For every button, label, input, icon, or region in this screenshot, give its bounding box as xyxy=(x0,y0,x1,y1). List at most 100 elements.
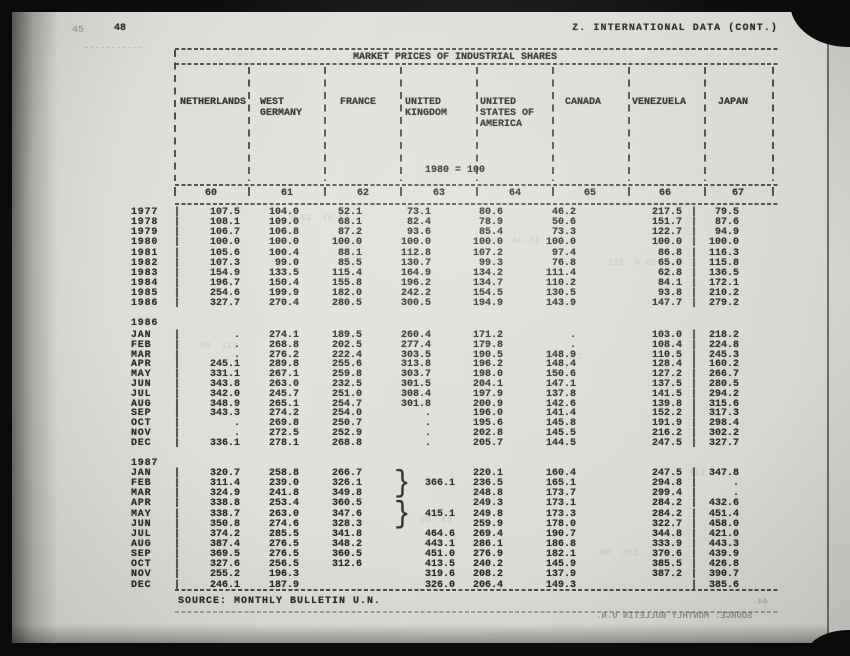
value-cell: 246.1 xyxy=(209,579,240,591)
value-cell: 137.9 xyxy=(545,569,576,581)
value-cell: 239.0 xyxy=(268,478,299,490)
table-row: JAN |. 274.1 189.5 260.4 171.2. 103.0 | 218.2 xyxy=(131,331,739,341)
column-grid-tick xyxy=(772,187,774,196)
value-cell: 415.1 xyxy=(424,508,455,520)
column-separator: | xyxy=(174,288,181,300)
value-cell: 62.8 xyxy=(657,267,682,279)
column-separator: | xyxy=(174,538,181,550)
value-cell: 182.1 xyxy=(545,549,576,561)
period-label: APR xyxy=(131,498,152,510)
table-row: 1981 | 105.6 100.4 88.1 112.8 107.2 97.4 86.8 | 11… xyxy=(131,248,739,259)
value-cell: 369.5 xyxy=(209,549,240,561)
value-cell: 189.5 xyxy=(331,330,362,341)
value-cell: 173.1 xyxy=(545,498,576,510)
period-label: 1982 xyxy=(131,257,159,269)
value-cell: 413.5 xyxy=(424,559,455,571)
value-cell: 298.4 xyxy=(708,418,739,430)
value-cell: 327.6 xyxy=(209,559,240,571)
value-cell: 286.1 xyxy=(472,538,503,550)
column-grid-tick xyxy=(704,187,706,196)
table-row: AUG | 387.4 276.5 348.2 443.1 286.1 186.8 333.9 |… xyxy=(131,538,739,550)
photo-border-top xyxy=(0,0,850,12)
value-cell: 139.8 xyxy=(651,398,682,410)
value-cell: 155.8 xyxy=(331,277,362,289)
value-cell: 274.6 xyxy=(268,518,299,530)
column-grid-line xyxy=(704,67,706,181)
value-cell: 247.5 xyxy=(651,468,682,479)
column-separator: | xyxy=(690,378,697,390)
value-cell: 202.5 xyxy=(331,339,362,351)
column-header-france: FRANCE xyxy=(340,97,377,108)
column-code: 63 xyxy=(432,188,445,199)
table-row: 1982 | 107.3 99.0 85.5 130.7 99.3 76.8 65.0 | 115.… xyxy=(131,257,739,269)
dashed-rule xyxy=(175,184,779,186)
value-cell: 134.7 xyxy=(472,277,503,289)
value-cell: 194.9 xyxy=(472,298,503,310)
value-cell: 100.0 xyxy=(331,237,362,249)
value-cell: 312.6 xyxy=(331,559,362,571)
value-cell: 133.5 xyxy=(268,267,299,279)
period-label: AUG xyxy=(131,398,152,410)
value-cell: . xyxy=(424,437,431,449)
value-cell: 254.0 xyxy=(331,408,362,420)
value-cell: 68.1 xyxy=(337,217,362,229)
value-cell: 266.7 xyxy=(708,369,739,381)
value-cell: 343.8 xyxy=(209,378,240,390)
value-cell: 107.3 xyxy=(209,257,240,269)
table-row: 1978 | 108.1 109.0 68.1 82.4 78.9 50.6 151.7 | 87.… xyxy=(131,218,739,228)
page-bottom-shadow xyxy=(12,624,828,643)
column-separator: | xyxy=(174,257,181,269)
column-separator: | xyxy=(690,418,697,430)
column-separator: | xyxy=(690,298,697,310)
value-cell: 385.6 xyxy=(708,579,739,591)
column-code: 62 xyxy=(356,188,369,199)
table-row: SEP | 343.3 274.2 254.0. 196.0 141.4 152.2 | 317.… xyxy=(131,409,739,419)
value-cell: 110.2 xyxy=(545,277,576,289)
value-cell: 319.6 xyxy=(424,569,455,581)
value-cell: 308.4 xyxy=(400,388,431,400)
value-cell: 65.0 xyxy=(657,257,682,269)
value-cell: 196.0 xyxy=(472,408,503,420)
column-separator: | xyxy=(174,237,181,249)
table-row: 1984 | 196.7 150.4 155.8 196.2 134.7 110.2 84.1 |… xyxy=(131,277,739,289)
value-cell: 165.1 xyxy=(545,478,576,490)
column-separator: | xyxy=(690,408,697,420)
column-separator: | xyxy=(174,549,181,561)
column-separator: | xyxy=(690,237,697,249)
value-cell: 284.2 xyxy=(651,498,682,510)
value-cell: 255.6 xyxy=(331,359,362,371)
column-separator: | xyxy=(174,528,181,540)
value-cell: 73.1 xyxy=(406,207,431,218)
value-cell: 300.5 xyxy=(400,298,431,310)
value-cell: 269.4 xyxy=(472,528,503,540)
period-label: 1983 xyxy=(131,267,159,279)
value-cell: 87.6 xyxy=(714,217,739,229)
value-cell: 360.5 xyxy=(331,549,362,561)
page-number: 48 xyxy=(114,23,127,34)
table-row: 1977 | 107.5 104.0 52.1 73.1 80.6 46.2 217.5 | 79.… xyxy=(131,207,739,218)
value-cell: 341.8 xyxy=(331,528,362,540)
value-cell: 141.5 xyxy=(651,388,682,400)
value-cell: 464.6 xyxy=(424,528,455,540)
value-cell: 152.2 xyxy=(651,408,682,420)
value-cell: . xyxy=(424,408,431,420)
value-cell: 253.4 xyxy=(268,498,299,510)
value-cell: 199.9 xyxy=(268,288,299,300)
value-cell: 236.5 xyxy=(472,478,503,490)
column-grid-line xyxy=(324,67,326,181)
value-cell: 187.9 xyxy=(268,579,299,591)
value-cell xyxy=(299,570,362,580)
value-cell: 127.2 xyxy=(651,369,682,381)
value-cell: 173.3 xyxy=(545,508,576,520)
table-row: JUN | 350.8 274.6 328.3 259.9 178.0 322.7 | 458.0 xyxy=(131,518,739,530)
column-separator: | xyxy=(174,408,181,420)
value-cell: 322.7 xyxy=(651,518,682,530)
value-cell: 285.5 xyxy=(268,528,299,540)
value-cell: 302.2 xyxy=(708,427,739,439)
value-cell: 276.2 xyxy=(268,349,299,361)
dashed-rule xyxy=(175,48,779,50)
column-separator: | xyxy=(174,207,181,218)
value-cell: 387.4 xyxy=(209,538,240,550)
period-label: MAR xyxy=(131,349,152,361)
table-row: MAR | 324.9 241.8 349.8 248.8 173.7 299.4 |. xyxy=(131,489,739,499)
